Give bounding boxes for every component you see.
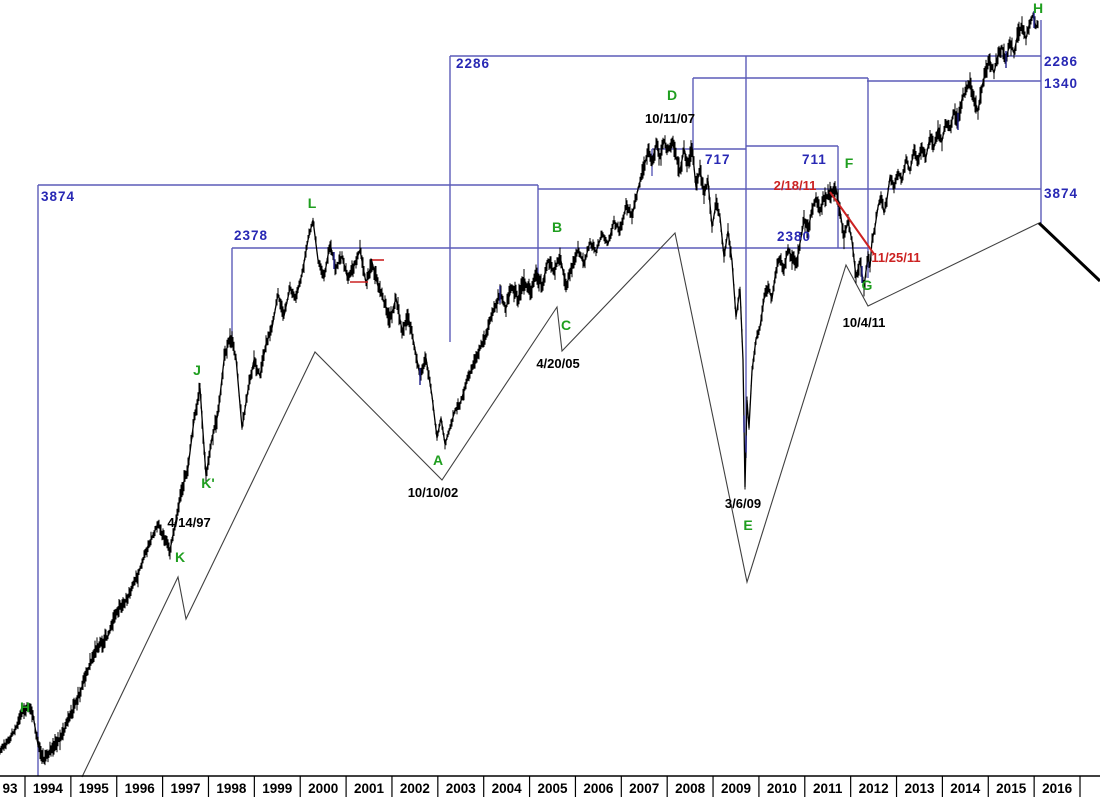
price-level-label: 717 bbox=[705, 152, 731, 167]
pivot-letter-label: A bbox=[433, 452, 443, 468]
x-axis-year-label: 2013 bbox=[904, 781, 935, 796]
x-axis-year-label: 2006 bbox=[583, 781, 614, 796]
pivot-letter-label: B bbox=[552, 219, 562, 235]
price-level-label: 711 bbox=[802, 152, 827, 167]
pivot-letter-label: D bbox=[667, 87, 677, 103]
x-axis-year-label: 2009 bbox=[721, 781, 751, 796]
x-axis-year-label: 1999 bbox=[262, 781, 292, 796]
x-axis-year-label: 2005 bbox=[537, 781, 568, 796]
date-label: 4/14/97 bbox=[167, 515, 210, 530]
date-label: 3/6/09 bbox=[725, 496, 761, 511]
pivot-letter-label: E bbox=[743, 517, 752, 533]
pivot-letter-label: L bbox=[308, 195, 317, 211]
x-axis-year-label: 2008 bbox=[675, 781, 706, 796]
pivot-letter-label: K bbox=[175, 549, 185, 565]
x-axis-year-label: 2015 bbox=[996, 781, 1027, 796]
price-level-label: 2286 bbox=[1044, 54, 1078, 69]
x-axis-year-label: 2014 bbox=[950, 781, 981, 796]
x-axis-year-label: 1995 bbox=[79, 781, 110, 796]
price-level-label: 3874 bbox=[41, 189, 75, 204]
red-date-label: 2/18/11 bbox=[774, 178, 817, 193]
x-axis-year-label: 2003 bbox=[446, 781, 477, 796]
price-level-label: 2380 bbox=[777, 229, 811, 244]
x-axis-year-label: 2010 bbox=[767, 781, 797, 796]
price-level-label: 2378 bbox=[234, 228, 268, 243]
price-level-label: 2286 bbox=[456, 56, 490, 71]
x-axis-year-label: 2004 bbox=[492, 781, 523, 796]
x-axis-year-label: 2001 bbox=[354, 781, 385, 796]
red-date-label: 11/25/11 bbox=[871, 250, 920, 265]
pivot-letter-label: C bbox=[561, 317, 571, 333]
price-series-line bbox=[0, 13, 1039, 764]
pivot-letter-label: H bbox=[20, 699, 30, 715]
x-axis-year-label: 93 bbox=[2, 781, 18, 796]
projection-line bbox=[1037, 221, 1100, 283]
x-axis-year-label: 2011 bbox=[813, 781, 843, 796]
date-label: 4/20/05 bbox=[536, 356, 579, 371]
date-label: 10/10/02 bbox=[408, 485, 459, 500]
pivot-letter-label: J bbox=[193, 362, 201, 378]
x-axis-year-label: 2012 bbox=[859, 781, 889, 796]
price-level-label: 3874 bbox=[1044, 186, 1078, 201]
x-axis-year-label: 1998 bbox=[216, 781, 247, 796]
x-axis-year-label: 1996 bbox=[125, 781, 156, 796]
pivot-letter-label: F bbox=[845, 155, 854, 171]
price-series-bars bbox=[0, 12, 1039, 766]
date-label: 10/11/07 bbox=[645, 111, 695, 126]
pivot-letter-label: K' bbox=[201, 475, 214, 491]
trend-zigzag-line bbox=[81, 222, 1040, 778]
x-axis-year-label: 2016 bbox=[1042, 781, 1073, 796]
x-axis-year-label: 2002 bbox=[400, 781, 430, 796]
x-axis-year-label: 1997 bbox=[170, 781, 200, 796]
pivot-letter-label: H bbox=[1033, 0, 1043, 16]
x-axis-year-label: 2007 bbox=[629, 781, 659, 796]
red-trendline bbox=[829, 191, 875, 255]
pivot-letter-label: G bbox=[862, 277, 873, 293]
price-level-label: 1340 bbox=[1044, 76, 1078, 91]
x-axis-year-label: 1994 bbox=[33, 781, 64, 796]
date-label: 10/4/11 bbox=[843, 315, 886, 330]
x-axis-year-label: 2000 bbox=[308, 781, 338, 796]
